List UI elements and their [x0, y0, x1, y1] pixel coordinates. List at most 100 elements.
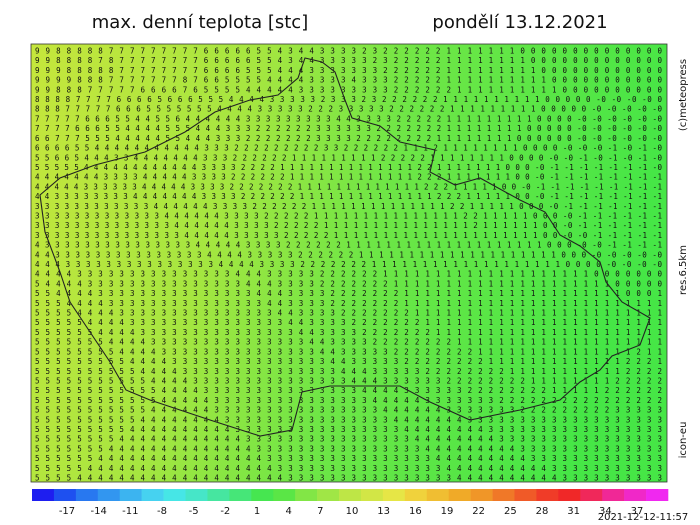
colorbar-segment	[97, 489, 121, 501]
colorbar-segment	[141, 489, 164, 501]
colorbar-segment	[295, 489, 318, 501]
value-row: 9 9 8 8 8 8 7 8 7 7 7 7 7 7 7 7 6 6 6 6 …	[35, 56, 662, 65]
value-row: 4 4 4 4 4 3 3 3 3 3 3 4 4 4 4 4 3 3 3 3 …	[35, 182, 662, 191]
copyright-label: (c)meteopress	[678, 59, 689, 131]
value-row: 6 6 7 7 7 5 5 5 4 4 4 4 4 5 5 4 4 4 3 3 …	[35, 134, 662, 143]
colorbar-segment	[558, 489, 581, 501]
colorbar-label: 1	[254, 506, 260, 517]
value-row: 5 5 5 5 5 5 4 4 4 4 3 3 3 3 3 3 3 3 3 3 …	[35, 328, 662, 337]
colorbar-segment	[32, 489, 55, 501]
value-row: 7 7 7 7 6 6 6 5 5 4 4 4 4 5 5 5 4 4 4 3 …	[35, 124, 662, 133]
colorbar-label: 7	[317, 506, 323, 517]
value-row: 5 5 5 5 5 5 5 5 5 4 4 4 4 4 4 4 4 4 4 3 …	[35, 425, 662, 434]
colorbar-segment	[448, 489, 471, 501]
resolution-label: res.6.5km	[678, 245, 689, 295]
colorbar-label: -11	[122, 506, 138, 517]
value-row: 9 9 8 8 8 7 7 7 7 7 6 6 6 6 7 6 5 5 5 5 …	[35, 85, 662, 94]
colorbar-segment	[580, 489, 603, 501]
colorbar-segment	[185, 489, 208, 501]
value-row: 5 5 4 4 4 4 3 3 3 3 3 3 3 3 3 3 3 3 3 3 …	[35, 289, 662, 298]
value-row: 5 5 5 5 5 5 4 4 4 4 4 4 4 4 4 4 4 4 4 4 …	[35, 454, 662, 463]
value-row: 4 4 3 3 3 3 3 3 3 3 4 4 4 4 4 4 4 3 3 3 …	[35, 192, 662, 201]
colorbar-segment	[514, 489, 537, 501]
colorbar-segment	[163, 489, 186, 501]
value-row: 5 5 5 5 5 5 5 5 4 4 4 4 3 3 3 3 3 3 3 3 …	[35, 347, 662, 356]
value-row: 5 5 5 5 5 4 4 4 4 4 4 4 4 4 4 4 4 4 4 4 …	[35, 464, 662, 473]
map-title: max. denní teplota [stc]	[92, 12, 308, 33]
value-row: 9 9 9 9 8 8 8 7 7 7 7 7 7 7 8 7 6 6 5 5 …	[35, 76, 662, 85]
country-border	[39, 57, 651, 437]
colorbar-label: 19	[441, 506, 454, 517]
timestamp: 2021-12-12-11:57	[598, 512, 689, 523]
colorbar-segment	[339, 489, 362, 501]
colorbar-segment	[602, 489, 625, 501]
value-row: 5 5 5 5 5 5 5 4 4 4 4 3 3 3 3 3 3 3 3 3 …	[35, 338, 662, 347]
value-row: 8 8 8 8 7 7 7 7 6 6 6 6 5 6 6 6 5 5 5 4 …	[35, 95, 662, 104]
colorbar-label: -14	[90, 506, 106, 517]
colorbar-label: 16	[409, 506, 422, 517]
colorbar-segment	[382, 489, 406, 501]
colorbar-segment	[536, 489, 559, 501]
value-row: 3 3 3 3 3 3 3 3 3 3 3 3 3 4 4 4 4 4 4 3 …	[35, 211, 662, 220]
colorbar-segment	[119, 489, 142, 501]
value-row: 3 3 3 3 3 3 3 3 3 3 3 3 4 4 4 4 4 4 3 3 …	[35, 202, 662, 211]
colorbar-label: 28	[536, 506, 549, 517]
colorbar-segment	[492, 489, 515, 501]
value-row: 5 5 5 5 5 5 5 5 5 5 5 5 4 4 4 4 3 3 3 3 …	[35, 386, 662, 395]
value-row: 4 3 3 3 3 3 3 3 3 3 3 3 3 3 3 3 4 4 4 4 …	[35, 241, 662, 250]
colorbar-label: -8	[157, 506, 167, 517]
value-row: 3 3 3 3 3 3 3 3 3 3 3 3 3 3 4 4 4 4 4 4 …	[35, 221, 662, 230]
colorbar-label: -5	[189, 506, 199, 517]
colorbar-label: 31	[567, 506, 580, 517]
colorbar-segment	[360, 489, 384, 501]
value-row: 3 3 3 3 3 3 3 3 3 3 3 3 3 3 3 4 4 4 4 4 …	[35, 231, 662, 240]
value-row: 5 5 5 5 5 5 5 4 4 4 4 4 4 4 4 4 4 4 4 4 …	[35, 444, 662, 453]
value-row: 4 4 3 3 3 3 3 3 3 3 3 3 3 3 3 3 3 4 4 4 …	[35, 250, 662, 259]
value-row: 5 5 5 5 5 4 4 4 4 3 3 3 3 3 3 3 3 3 3 3 …	[35, 318, 662, 327]
colorbar-segment	[75, 489, 99, 501]
value-row: 4 4 4 4 4 4 4 3 3 3 3 4 4 4 4 4 3 3 3 3 …	[35, 173, 662, 182]
colorbar-label: -17	[59, 506, 75, 517]
value-row: 5 5 5 5 4 4 4 4 3 3 3 3 3 3 3 3 3 3 3 3 …	[35, 309, 662, 318]
value-row: 5 5 5 5 5 5 5 5 5 5 5 4 4 4 4 3 3 3 3 3 …	[35, 376, 662, 385]
value-grid: 9 9 8 8 8 8 8 7 7 7 7 7 7 7 7 7 6 6 6 6 …	[35, 47, 662, 483]
colorbar-segment	[229, 489, 252, 501]
colorbar-segment	[404, 489, 428, 501]
colorbar-segment	[646, 489, 669, 501]
value-row: 4 4 4 3 3 3 3 3 3 3 3 3 3 3 3 3 3 3 4 4 …	[35, 260, 662, 269]
value-row: 5 5 5 5 5 5 5 5 5 5 5 5 4 4 4 4 4 3 3 3 …	[35, 396, 662, 405]
value-row: 5 5 5 5 4 4 4 4 4 4 4 4 4 4 4 4 4 4 4 4 …	[35, 474, 662, 483]
colorbar-label: 4	[285, 506, 291, 517]
colorbar-label: 22	[472, 506, 485, 517]
value-row: 7 7 7 7 7 6 6 6 5 5 4 4 5 5 6 4 4 4 4 4 …	[35, 114, 662, 123]
colorbar-label: 34	[599, 506, 612, 517]
map-area	[30, 43, 668, 483]
colorbar-label: 37	[631, 506, 644, 517]
colorbar: -17 -14 -11 -8 -5 -2 1 4 7 10 13 16 19 22 25 28 31 34 37	[32, 489, 669, 517]
map-date: pondělí 13.12.2021	[432, 12, 607, 33]
model-label: icon-eu	[678, 422, 689, 459]
colorbar-segment	[273, 489, 296, 501]
value-row: 5 5 5 4 4 4 4 3 3 3 3 3 3 3 3 3 3 3 3 3 …	[35, 299, 662, 308]
value-row: 5 4 4 4 4 3 3 3 3 3 3 3 3 3 3 3 3 3 3 3 …	[35, 279, 662, 288]
value-row: 5 5 5 5 5 5 5 5 5 4 4 4 4 3 3 3 3 3 3 3 …	[35, 357, 662, 366]
colorbar-segment	[207, 489, 230, 501]
value-row: 5 5 6 6 5 4 4 4 3 3 4 4 4 4 4 4 4 3 3 3 …	[35, 153, 662, 162]
colorbar-segment	[251, 489, 274, 501]
value-row: 5 5 5 5 5 5 5 5 5 5 5 4 4 4 4 4 4 3 3 3 …	[35, 406, 662, 415]
colorbar-label: 10	[346, 506, 359, 517]
colorbar-label: -2	[220, 506, 230, 517]
colorbar-segment	[53, 489, 77, 501]
colorbar-label: 13	[377, 506, 390, 517]
value-row: 5 5 5 5 5 5 5 5 4 4 4 4 4 4 4 4 4 4 4 4 …	[35, 435, 662, 444]
value-row: 5 5 5 5 5 4 4 4 4 4 4 4 4 4 4 4 4 3 3 3 …	[35, 163, 662, 172]
colorbar-segment	[470, 489, 493, 501]
value-row: 9 9 9 8 8 8 8 8 7 7 7 7 7 7 7 7 6 6 6 6 …	[35, 66, 662, 75]
colorbar-label: 25	[504, 506, 517, 517]
colorbar-segment	[426, 489, 449, 501]
value-row: 6 6 6 6 5 5 4 4 4 4 4 4 4 4 4 4 4 3 3 3 …	[35, 144, 662, 153]
value-row: 5 5 5 5 5 5 5 5 5 5 4 4 4 4 3 3 3 3 3 3 …	[35, 367, 662, 376]
colorbar-segment	[624, 489, 647, 501]
value-row: 4 4 4 4 3 3 3 3 3 3 3 3 3 3 3 3 3 3 3 4 …	[35, 270, 662, 279]
